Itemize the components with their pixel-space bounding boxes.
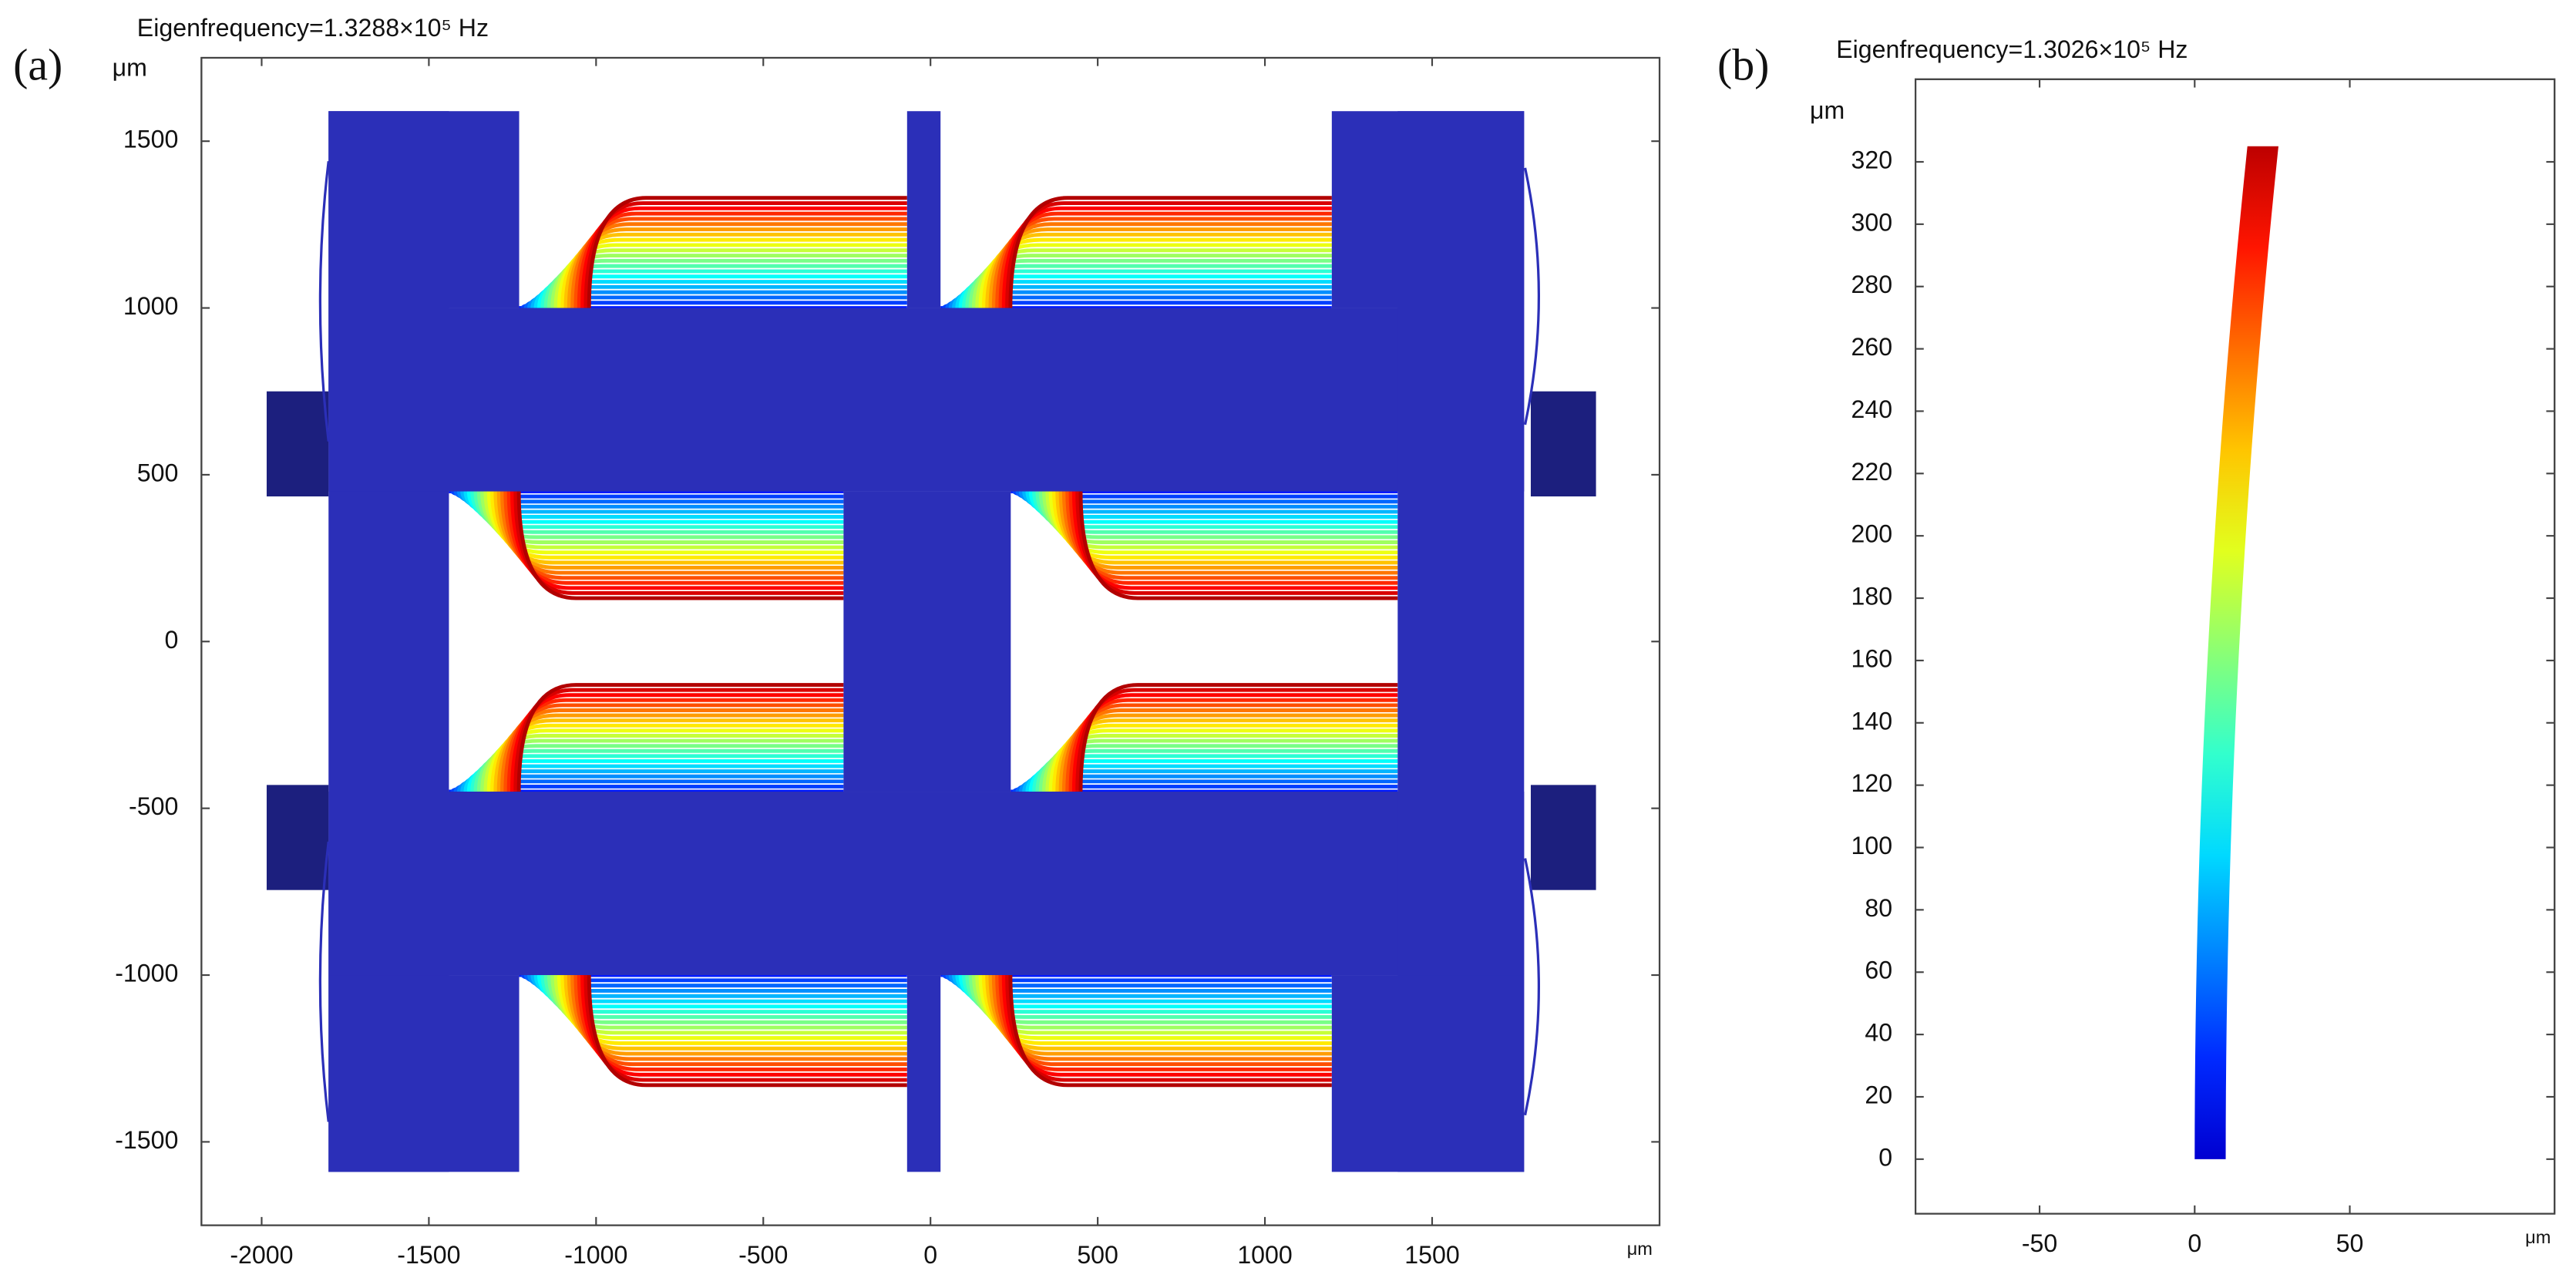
comb-finger bbox=[1078, 683, 1398, 792]
x-tick-label: -50 bbox=[2022, 1229, 2057, 1257]
y-tick-label: -1500 bbox=[115, 1126, 178, 1154]
proof-mass bbox=[906, 975, 941, 1172]
x-unit: μm bbox=[1627, 1239, 1653, 1259]
x-tick-label: -1500 bbox=[397, 1241, 460, 1269]
proof-mass bbox=[1331, 111, 1525, 308]
y-tick-label: 500 bbox=[137, 459, 179, 486]
chart-title: Eigenfrequency=1.3288×10⁵ Hz bbox=[137, 14, 489, 42]
comb-finger bbox=[516, 491, 844, 600]
y-tick-label: 0 bbox=[1878, 1143, 1892, 1171]
comb-finger bbox=[587, 975, 907, 1088]
y-tick-label: 200 bbox=[1851, 520, 1892, 548]
y-tick-label: 140 bbox=[1851, 707, 1892, 735]
x-tick-label: 500 bbox=[1077, 1241, 1118, 1269]
x-tick-label: -1000 bbox=[564, 1241, 627, 1269]
y-tick-label: 160 bbox=[1851, 644, 1892, 672]
y-tick-label: 320 bbox=[1851, 146, 1892, 173]
spring bbox=[318, 841, 330, 1122]
proof-mass bbox=[1331, 975, 1525, 1172]
proof-mass bbox=[328, 792, 1525, 976]
plot-border bbox=[1915, 78, 2556, 1215]
y-tick-label: 80 bbox=[1865, 894, 1892, 922]
x-tick-label: 1500 bbox=[1404, 1241, 1459, 1269]
x-tick-label: 50 bbox=[2336, 1229, 2364, 1257]
comb-finger bbox=[587, 196, 907, 308]
chart-title: Eigenfrequency=1.3026×10⁵ Hz bbox=[1836, 35, 2188, 63]
proof-mass bbox=[906, 111, 941, 308]
x-tick-label: -2000 bbox=[230, 1241, 293, 1269]
spring bbox=[1524, 858, 1540, 1116]
y-tick-label: 120 bbox=[1851, 769, 1892, 797]
cantilever-beam bbox=[2194, 146, 2278, 1159]
y-unit: μm bbox=[113, 53, 147, 81]
comb-finger bbox=[1008, 196, 1332, 308]
y-unit: μm bbox=[1810, 96, 1845, 124]
x-unit: μm bbox=[2525, 1227, 2551, 1247]
x-tick-label: 0 bbox=[2188, 1229, 2201, 1257]
y-tick-label: 60 bbox=[1865, 957, 1892, 984]
y-tick-label: 260 bbox=[1851, 333, 1892, 361]
comb-finger bbox=[516, 683, 844, 792]
x-tick-label: 1000 bbox=[1237, 1241, 1292, 1269]
y-tick-label: -500 bbox=[129, 792, 178, 820]
y-tick-label: 0 bbox=[164, 626, 178, 654]
x-tick-label: -500 bbox=[738, 1241, 788, 1269]
comb-finger bbox=[1078, 491, 1398, 600]
proof-mass bbox=[328, 308, 1525, 492]
anchor bbox=[1530, 785, 1596, 890]
y-tick-label: 280 bbox=[1851, 271, 1892, 298]
y-tick-label: 300 bbox=[1851, 208, 1892, 236]
proof-mass bbox=[328, 111, 449, 1172]
comb-finger bbox=[1008, 975, 1332, 1088]
y-tick-label: 1000 bbox=[123, 292, 178, 320]
panel-label: (b) bbox=[1717, 39, 1769, 89]
y-tick-label: 20 bbox=[1865, 1081, 1892, 1108]
y-tick-label: -1000 bbox=[115, 960, 178, 987]
anchor bbox=[1530, 391, 1596, 497]
panel-label: (a) bbox=[13, 39, 62, 89]
x-tick-label: 0 bbox=[923, 1241, 937, 1269]
spring bbox=[1524, 167, 1540, 425]
y-tick-label: 180 bbox=[1851, 583, 1892, 610]
anchor bbox=[266, 391, 329, 497]
y-tick-label: 40 bbox=[1865, 1019, 1892, 1047]
proof-mass bbox=[843, 491, 1011, 792]
anchor bbox=[266, 785, 329, 890]
y-tick-label: 100 bbox=[1851, 832, 1892, 859]
y-tick-label: 240 bbox=[1851, 395, 1892, 423]
spring bbox=[318, 160, 330, 442]
y-tick-label: 220 bbox=[1851, 458, 1892, 486]
y-tick-label: 1500 bbox=[123, 126, 178, 153]
